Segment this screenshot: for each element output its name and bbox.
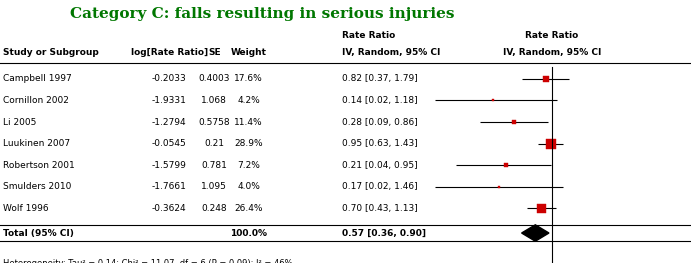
Text: 0.17 [0.02, 1.46]: 0.17 [0.02, 1.46] [342,182,417,191]
Text: log[Rate Ratio]: log[Rate Ratio] [131,48,208,57]
Text: SE: SE [208,48,220,57]
Polygon shape [522,225,549,241]
Text: Weight: Weight [231,48,267,57]
Text: 0.21 [0.04, 0.95]: 0.21 [0.04, 0.95] [342,161,417,170]
Text: Cornillon 2002: Cornillon 2002 [3,96,69,105]
Text: 0.95 [0.63, 1.43]: 0.95 [0.63, 1.43] [342,139,418,148]
Text: 0.82 [0.37, 1.79]: 0.82 [0.37, 1.79] [342,74,418,83]
Text: 0.5758: 0.5758 [198,118,230,127]
Text: 0.28 [0.09, 0.86]: 0.28 [0.09, 0.86] [342,118,418,127]
Text: -0.0545: -0.0545 [152,139,187,148]
Text: Total (95% CI): Total (95% CI) [3,229,75,237]
Text: IV, Random, 95% CI: IV, Random, 95% CI [503,48,601,57]
Text: IV, Random, 95% CI: IV, Random, 95% CI [342,48,440,57]
Text: 17.6%: 17.6% [234,74,263,83]
Text: Smulders 2010: Smulders 2010 [3,182,72,191]
Text: Li 2005: Li 2005 [3,118,37,127]
Text: 26.4%: 26.4% [234,204,263,213]
Text: Campbell 1997: Campbell 1997 [3,74,72,83]
Text: 11.4%: 11.4% [234,118,263,127]
Text: 0.57 [0.36, 0.90]: 0.57 [0.36, 0.90] [342,229,426,237]
Text: 7.2%: 7.2% [237,161,261,170]
Text: 0.14 [0.02, 1.18]: 0.14 [0.02, 1.18] [342,96,417,105]
Text: 0.4003: 0.4003 [198,74,230,83]
Text: Study or Subgroup: Study or Subgroup [3,48,100,57]
Text: 1.068: 1.068 [201,96,227,105]
Text: -0.2033: -0.2033 [152,74,187,83]
Text: 100.0%: 100.0% [230,229,267,237]
Text: 0.21: 0.21 [205,139,224,148]
Text: 4.0%: 4.0% [237,182,261,191]
Text: 0.70 [0.43, 1.13]: 0.70 [0.43, 1.13] [342,204,418,213]
Text: Rate Ratio: Rate Ratio [342,31,395,40]
Text: 0.248: 0.248 [201,204,227,213]
Text: 1.095: 1.095 [201,182,227,191]
Text: Heterogeneity: Tau² = 0.14; Chi² = 11.07, df = 6 (P = 0.09); I² = 46%: Heterogeneity: Tau² = 0.14; Chi² = 11.07… [3,259,293,263]
Text: -1.7661: -1.7661 [152,182,187,191]
Text: -1.5799: -1.5799 [152,161,187,170]
Text: Rate Ratio: Rate Ratio [525,31,579,40]
Text: 28.9%: 28.9% [234,139,263,148]
Text: Luukinen 2007: Luukinen 2007 [3,139,70,148]
Text: -0.3624: -0.3624 [152,204,187,213]
Text: Category C: falls resulting in serious injuries: Category C: falls resulting in serious i… [70,7,455,22]
Text: 4.2%: 4.2% [238,96,260,105]
Text: 0.781: 0.781 [201,161,227,170]
Text: -1.9331: -1.9331 [152,96,187,105]
Text: -1.2794: -1.2794 [152,118,187,127]
Text: Robertson 2001: Robertson 2001 [3,161,75,170]
Text: Wolf 1996: Wolf 1996 [3,204,49,213]
